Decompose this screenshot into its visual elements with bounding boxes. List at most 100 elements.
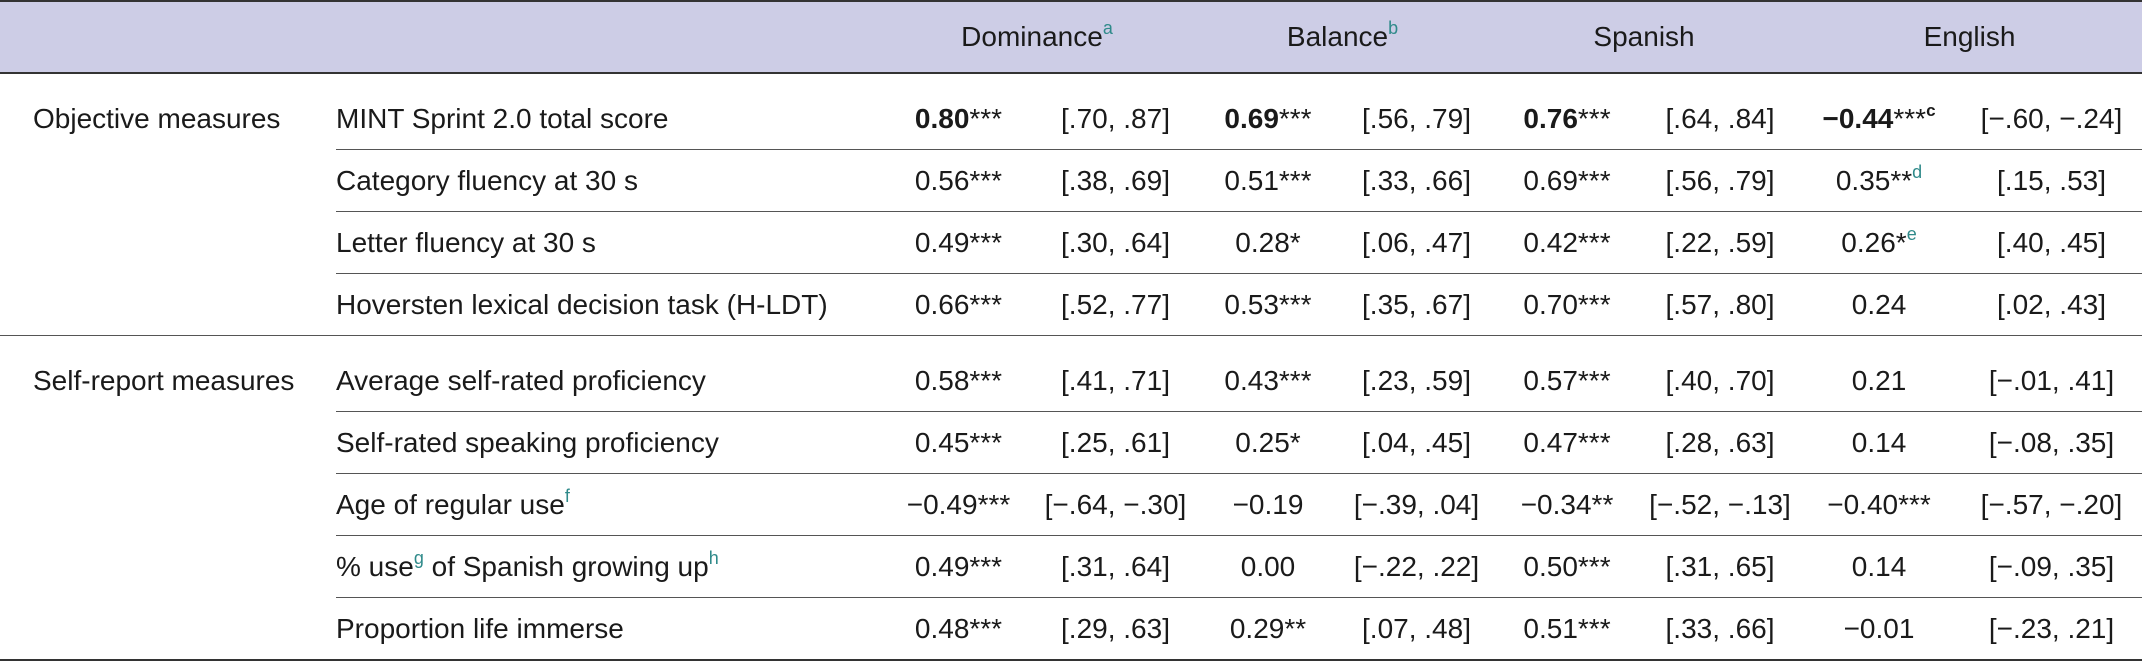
- header-label: Dominance: [961, 21, 1103, 52]
- significance-stars: ***: [969, 426, 1003, 458]
- table-row: Self-rated speaking proficiency 0.45*** [.…: [0, 411, 2142, 474]
- table-row: Letter fluency at 30 s 0.49*** [.30, .64] 0…: [0, 211, 2142, 274]
- confidence-interval: [−.09, .35]: [1961, 535, 2142, 598]
- correlation-value: 0.69***: [1491, 149, 1644, 212]
- confidence-interval: [.38, .69]: [1037, 149, 1194, 212]
- correlation-coefficient: 0.51: [1523, 612, 1578, 644]
- header-footnote-marker: a: [1102, 18, 1113, 38]
- measure-name: MINT Sprint 2.0 total score: [336, 88, 880, 150]
- significance-stars: ***: [1893, 102, 1927, 134]
- correlation-coefficient: 0.57: [1523, 364, 1578, 396]
- confidence-interval: [−.08, .35]: [1961, 411, 2142, 474]
- header-spanish: Spanish: [1491, 0, 1798, 74]
- significance-stars: ***: [1577, 226, 1611, 258]
- confidence-interval: [.41, .71]: [1061, 364, 1170, 396]
- confidence-interval: [.35, .67]: [1342, 273, 1492, 336]
- table-row: Self-report measures Average self-rated p…: [0, 350, 2142, 412]
- correlation-value: 0.70***: [1491, 273, 1644, 336]
- correlation-value: −0.49***: [880, 473, 1037, 536]
- correlation-coefficient: 0.45: [914, 426, 970, 458]
- confidence-interval: [.25, .61]: [1037, 411, 1194, 474]
- significance-stars: **: [1284, 612, 1307, 644]
- significance-stars: ***: [969, 364, 1003, 396]
- significance-stars: *: [1895, 226, 1907, 258]
- correlation-value: 0.43***: [1194, 350, 1342, 412]
- confidence-interval: [−.60, −.24]: [1980, 102, 2123, 134]
- correlation-coefficient: −0.40: [1827, 488, 1899, 520]
- value-footnote-marker: d: [1912, 161, 1923, 182]
- significance-stars: ***: [1577, 426, 1611, 458]
- correlation-value: 0.48***: [880, 597, 1037, 661]
- correlation-coefficient: 0.49: [914, 550, 970, 582]
- header-balance: Balanceb: [1194, 0, 1492, 74]
- measure-label: MINT Sprint 2.0 total score: [336, 102, 669, 134]
- confidence-interval: [.33, .66]: [1643, 597, 1798, 661]
- measure-footnote-marker: g: [413, 547, 424, 568]
- confidence-interval: [−.52, −.13]: [1643, 473, 1798, 536]
- correlation-value: 0.42***: [1491, 211, 1644, 274]
- section-label: Objective measures: [0, 88, 336, 150]
- correlation-coefficient: −0.34: [1520, 488, 1592, 520]
- correlation-coefficient: 0.66: [914, 288, 970, 320]
- measure-name: Self-rated speaking proficiency: [336, 411, 880, 474]
- correlation-coefficient: 0.50: [1523, 550, 1578, 582]
- correlation-coefficient: 0.42: [1523, 226, 1578, 258]
- significance-stars: ***: [1577, 550, 1611, 582]
- confidence-interval: [−.64, −.30]: [1037, 473, 1194, 536]
- measure-label: Letter fluency at 30 s: [336, 226, 596, 258]
- measure-name: Hoversten lexical decision task (H-LDT): [336, 273, 880, 336]
- significance-stars: **: [1591, 488, 1614, 520]
- confidence-interval: [.64, .84]: [1665, 102, 1775, 134]
- header-label: English: [1923, 21, 2016, 52]
- correlation-value: 0.76***: [1491, 88, 1643, 150]
- significance-stars: ***: [1577, 102, 1611, 134]
- table-row: % useg of Spanish growing uph 0.49*** [.31…: [0, 535, 2142, 598]
- correlation-value: 0.45***: [880, 411, 1037, 474]
- correlation-value: 0.57***: [1491, 350, 1643, 412]
- correlation-coefficient: 0.49: [914, 226, 970, 258]
- significance-stars: ***: [977, 488, 1011, 520]
- measure-name: Average self-rated proficiency: [336, 350, 880, 412]
- significance-stars: ***: [1278, 288, 1312, 320]
- measure-label: Hoversten lexical decision task (H-LDT): [336, 288, 828, 320]
- section-label-empty: [0, 274, 336, 336]
- confidence-interval: [.02, .43]: [1961, 273, 2142, 336]
- measure-footnote-marker: h: [708, 547, 719, 568]
- measure-name: Category fluency at 30 s: [336, 149, 880, 212]
- correlation-coefficient: 0.80: [914, 102, 970, 134]
- correlation-value: 0.50***: [1491, 535, 1644, 598]
- table-row: Category fluency at 30 s 0.56*** [.38, .69…: [0, 149, 2142, 212]
- correlation-coefficient: 0.26: [1841, 226, 1896, 258]
- correlation-value: −0.40***: [1797, 473, 1962, 536]
- correlation-coefficient: 0.51: [1224, 164, 1279, 196]
- correlation-value: 0.51***: [1194, 149, 1342, 212]
- correlation-coefficient: 0.21: [1851, 364, 1907, 396]
- table-row: Hoversten lexical decision task (H-LDT) 0…: [0, 273, 2142, 336]
- header-dominance: Dominancea: [880, 0, 1194, 74]
- correlation-coefficient: 0.14: [1851, 426, 1907, 458]
- confidence-interval: [.40, .45]: [1961, 211, 2142, 274]
- table-row: Objective measures MINT Sprint 2.0 total …: [0, 88, 2142, 150]
- correlation-value: 0.49***: [880, 211, 1037, 274]
- correlation-value: 0.21: [1797, 350, 1961, 412]
- header-footnote-marker: b: [1388, 18, 1399, 38]
- confidence-interval: [−.22, .22]: [1342, 535, 1492, 598]
- confidence-interval: [.06, .47]: [1342, 211, 1492, 274]
- measure-name: Proportion life immerse: [336, 597, 880, 661]
- value-footnote-marker: c: [1926, 100, 1936, 120]
- significance-stars: ***: [969, 612, 1003, 644]
- correlation-coefficient: 0.56: [914, 164, 970, 196]
- significance-stars: *: [1289, 226, 1301, 258]
- confidence-interval: [.33, .66]: [1342, 149, 1492, 212]
- correlation-value: −0.01: [1797, 597, 1962, 661]
- confidence-interval: [.56, .79]: [1362, 102, 1471, 134]
- significance-stars: ***: [969, 164, 1003, 196]
- confidence-interval: [.29, .63]: [1037, 597, 1194, 661]
- measure-label: Average self-rated proficiency: [336, 364, 706, 396]
- significance-stars: **: [1890, 164, 1913, 196]
- section-spacer: [0, 73, 2142, 88]
- confidence-interval: [.22, .59]: [1643, 211, 1798, 274]
- correlation-value: 0.69***: [1194, 88, 1342, 150]
